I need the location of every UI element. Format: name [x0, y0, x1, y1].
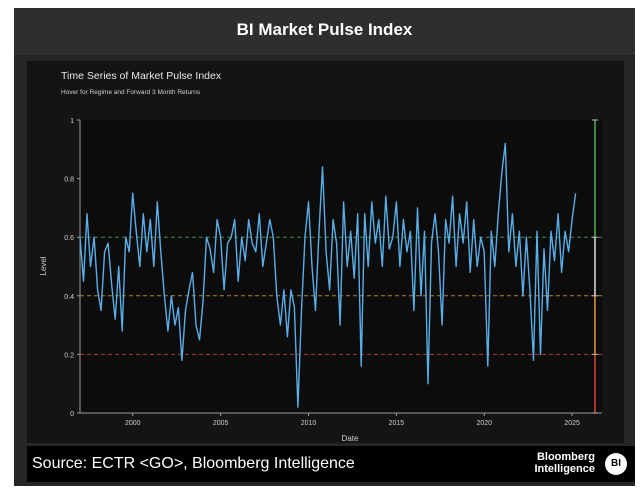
y-tick-label: 0 — [70, 411, 74, 418]
source-text: Source: ECTR <GO>, Bloomberg Intelligenc… — [32, 455, 355, 472]
chart-subtitle: Hover for Regime and Forward 3 Month Ret… — [61, 89, 201, 96]
x-tick-label: 2010 — [301, 420, 317, 427]
dashboard-frame: BI Market Pulse Index 0 0.2 0.4 0.6 0.8 1 2000… — [14, 8, 635, 486]
y-axis-label: Level — [39, 256, 48, 275]
plot-area — [80, 120, 602, 413]
bloomberg-intelligence-logo: Bloomberg Intelligence — [534, 451, 595, 475]
y-tick-label: 0.4 — [64, 294, 74, 301]
x-tick-label: 2000 — [125, 420, 141, 427]
chart-panel: 0 0.2 0.4 0.6 0.8 1 2000 2005 2010 2015 2020 2025 Ti… — [27, 61, 624, 443]
dashboard-header: BI Market Pulse Index — [14, 8, 635, 54]
bi-badge-icon: BI — [605, 453, 627, 475]
x-tick-label: 2015 — [389, 420, 405, 427]
x-tick-label: 2020 — [476, 420, 492, 427]
dashboard-title: BI Market Pulse Index — [236, 20, 413, 39]
footer-bar: Source: ECTR <GO>, Bloomberg Intelligenc… — [27, 446, 635, 482]
series-line — [79, 142, 577, 408]
y-tick-label: 0.2 — [64, 352, 74, 359]
brand-line-2: Intelligence — [534, 463, 595, 475]
y-tick-label: 0.8 — [64, 177, 74, 184]
x-tick-label: 2025 — [564, 420, 580, 427]
chart-title: Time Series of Market Pulse Index — [61, 70, 222, 82]
line-chart[interactable]: 0 0.2 0.4 0.6 0.8 1 2000 2005 2010 2015 2020 2025 Ti… — [27, 61, 624, 443]
y-tick-label: 0.6 — [64, 235, 74, 242]
y-tick-label: 1 — [70, 118, 74, 125]
x-tick-label: 2005 — [213, 420, 229, 427]
brand-line-1: Bloomberg — [536, 451, 595, 463]
x-axis-label: Date — [342, 434, 359, 443]
